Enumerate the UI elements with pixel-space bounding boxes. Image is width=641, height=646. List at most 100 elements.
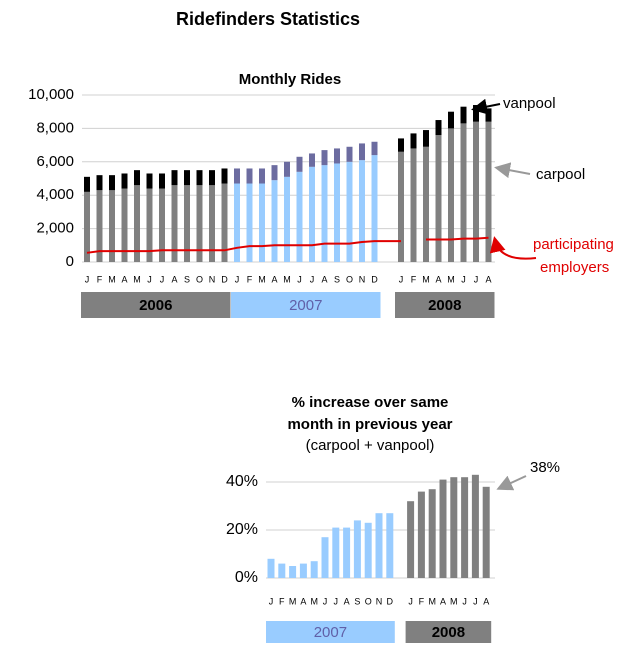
carpool-bar bbox=[184, 185, 190, 262]
x-tick-label: S bbox=[354, 596, 360, 606]
x-tick-label: M bbox=[422, 274, 430, 284]
carpool-bar bbox=[146, 188, 153, 262]
bar bbox=[417, 491, 425, 578]
carpool-bar bbox=[309, 166, 315, 262]
bar bbox=[321, 537, 329, 578]
x-tick-label: J bbox=[462, 596, 467, 606]
bar bbox=[267, 558, 275, 578]
vanpool-bar bbox=[485, 108, 492, 122]
x-tick-label: A bbox=[344, 596, 350, 606]
bar bbox=[407, 501, 415, 578]
annotation: 38% bbox=[530, 459, 560, 476]
x-tick-label: N bbox=[209, 274, 216, 284]
year-label: 2008 bbox=[432, 624, 465, 641]
carpool-bar bbox=[423, 146, 429, 262]
x-tick-label: A bbox=[483, 596, 489, 606]
x-tick-label: F bbox=[419, 596, 425, 606]
x-tick-label: J bbox=[235, 274, 240, 284]
bar bbox=[332, 527, 340, 578]
y-tick-label: 4,000 bbox=[36, 186, 74, 203]
x-tick-label: F bbox=[97, 274, 103, 284]
carpool-bar bbox=[159, 188, 165, 262]
bar bbox=[343, 527, 351, 578]
y-tick-label: 40% bbox=[226, 473, 258, 490]
x-tick-label: S bbox=[184, 274, 190, 284]
carpool-bar bbox=[284, 176, 290, 262]
chart-title: Monthly Rides bbox=[239, 71, 342, 88]
carpool-bar bbox=[473, 121, 479, 262]
vanpool-bar bbox=[284, 161, 290, 177]
vanpool-bar bbox=[309, 153, 315, 167]
chart-title: month in previous year bbox=[287, 416, 452, 433]
arrow bbox=[494, 162, 531, 179]
x-tick-label: M bbox=[258, 274, 266, 284]
x-tick-label: M bbox=[108, 274, 116, 284]
carpool-bar bbox=[448, 128, 454, 262]
bar bbox=[386, 513, 394, 578]
y-tick-label: 20% bbox=[226, 521, 258, 538]
y-tick-label: 6,000 bbox=[36, 153, 74, 170]
vanpool-bar bbox=[321, 150, 328, 166]
vanpool-bar bbox=[359, 143, 365, 161]
vanpool-bar bbox=[410, 133, 417, 149]
carpool-bar bbox=[121, 188, 128, 262]
x-tick-label: S bbox=[334, 274, 340, 284]
carpool-bar bbox=[109, 190, 115, 262]
carpool-bar bbox=[259, 183, 265, 262]
vanpool-bar bbox=[171, 170, 178, 186]
carpool-bar bbox=[359, 160, 365, 262]
x-tick-label: M bbox=[310, 596, 318, 606]
x-tick-label: F bbox=[411, 274, 417, 284]
bar bbox=[364, 522, 372, 578]
year-box bbox=[81, 292, 231, 318]
vanpool-bar bbox=[398, 138, 404, 152]
y-tick-label: 8,000 bbox=[36, 119, 74, 136]
x-tick-label: M bbox=[283, 274, 291, 284]
vanpool-bar bbox=[146, 173, 153, 189]
vanpool-bar bbox=[259, 168, 265, 184]
x-tick-label: M bbox=[428, 596, 436, 606]
vanpool-bar bbox=[234, 168, 240, 184]
x-tick-label: O bbox=[365, 596, 372, 606]
carpool-bar bbox=[209, 185, 215, 262]
bar bbox=[289, 566, 297, 578]
arrow bbox=[496, 475, 527, 491]
vanpool-bar bbox=[423, 130, 429, 147]
x-tick-label: J bbox=[408, 596, 413, 606]
x-tick-label: J bbox=[269, 596, 274, 606]
x-tick-label: J bbox=[310, 274, 315, 284]
year-label: 2008 bbox=[428, 297, 461, 314]
bar bbox=[310, 561, 318, 578]
year-box bbox=[405, 621, 492, 643]
x-tick-label: D bbox=[221, 274, 228, 284]
bar bbox=[461, 477, 469, 578]
carpool-bar bbox=[271, 180, 278, 262]
x-tick-label: N bbox=[359, 274, 366, 284]
carpool-bar bbox=[485, 121, 492, 262]
x-tick-label: J bbox=[160, 274, 165, 284]
year-box bbox=[231, 292, 381, 318]
x-tick-label: M bbox=[447, 274, 455, 284]
carpool-bar bbox=[321, 165, 328, 262]
vanpool-bar bbox=[246, 168, 253, 184]
annotation: carpool bbox=[536, 166, 585, 183]
vanpool-bar bbox=[159, 173, 165, 189]
x-tick-label: D bbox=[371, 274, 378, 284]
annotation: employers bbox=[540, 259, 609, 276]
x-tick-label: M bbox=[289, 596, 297, 606]
x-tick-label: O bbox=[196, 274, 203, 284]
bar bbox=[482, 486, 490, 578]
y-tick-label: 2,000 bbox=[36, 220, 74, 237]
x-tick-label: A bbox=[300, 596, 306, 606]
vanpool-bar bbox=[134, 170, 140, 186]
carpool-bar bbox=[296, 171, 303, 262]
carpool-bar bbox=[171, 185, 178, 262]
arrow bbox=[489, 236, 537, 260]
carpool-bar bbox=[346, 161, 353, 262]
x-tick-label: A bbox=[435, 274, 441, 284]
vanpool-bar bbox=[209, 170, 215, 186]
carpool-bar bbox=[96, 190, 103, 262]
carpool-bar bbox=[334, 163, 340, 262]
vanpool-bar bbox=[346, 146, 353, 162]
